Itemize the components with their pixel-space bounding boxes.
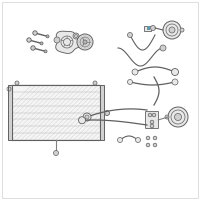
Circle shape [146,136,150,140]
Bar [8,85,12,140]
Circle shape [174,114,182,120]
Circle shape [54,150,58,156]
Circle shape [151,25,156,30]
Circle shape [83,40,87,44]
Circle shape [27,38,31,42]
Circle shape [80,37,90,47]
Circle shape [168,107,188,127]
FancyBboxPatch shape [146,112,158,129]
Circle shape [153,136,157,140]
Circle shape [180,28,184,32]
Polygon shape [56,31,84,53]
Circle shape [93,81,97,85]
Bar [12,85,100,140]
Bar [100,85,104,140]
Circle shape [165,115,169,119]
Circle shape [172,79,178,85]
Circle shape [85,115,89,119]
Circle shape [77,34,93,50]
Circle shape [153,143,157,147]
Bar [147,26,150,30]
Circle shape [163,21,181,39]
Circle shape [128,32,132,38]
Circle shape [136,138,140,142]
Circle shape [160,45,166,51]
Circle shape [148,113,152,117]
Circle shape [54,37,60,43]
Circle shape [31,46,35,50]
Bar [144,26,151,31]
Circle shape [118,138,122,142]
Circle shape [44,50,47,53]
Circle shape [152,113,156,117]
Circle shape [78,117,86,124]
Circle shape [104,110,110,116]
Circle shape [46,35,49,38]
Circle shape [169,27,175,33]
Circle shape [83,113,91,121]
Circle shape [132,69,138,75]
Circle shape [128,79,132,84]
Circle shape [150,124,154,128]
Circle shape [73,33,79,39]
Circle shape [33,31,37,35]
Circle shape [146,143,150,147]
Circle shape [150,120,154,124]
Circle shape [15,81,19,85]
Circle shape [172,68,179,75]
Circle shape [40,42,43,45]
